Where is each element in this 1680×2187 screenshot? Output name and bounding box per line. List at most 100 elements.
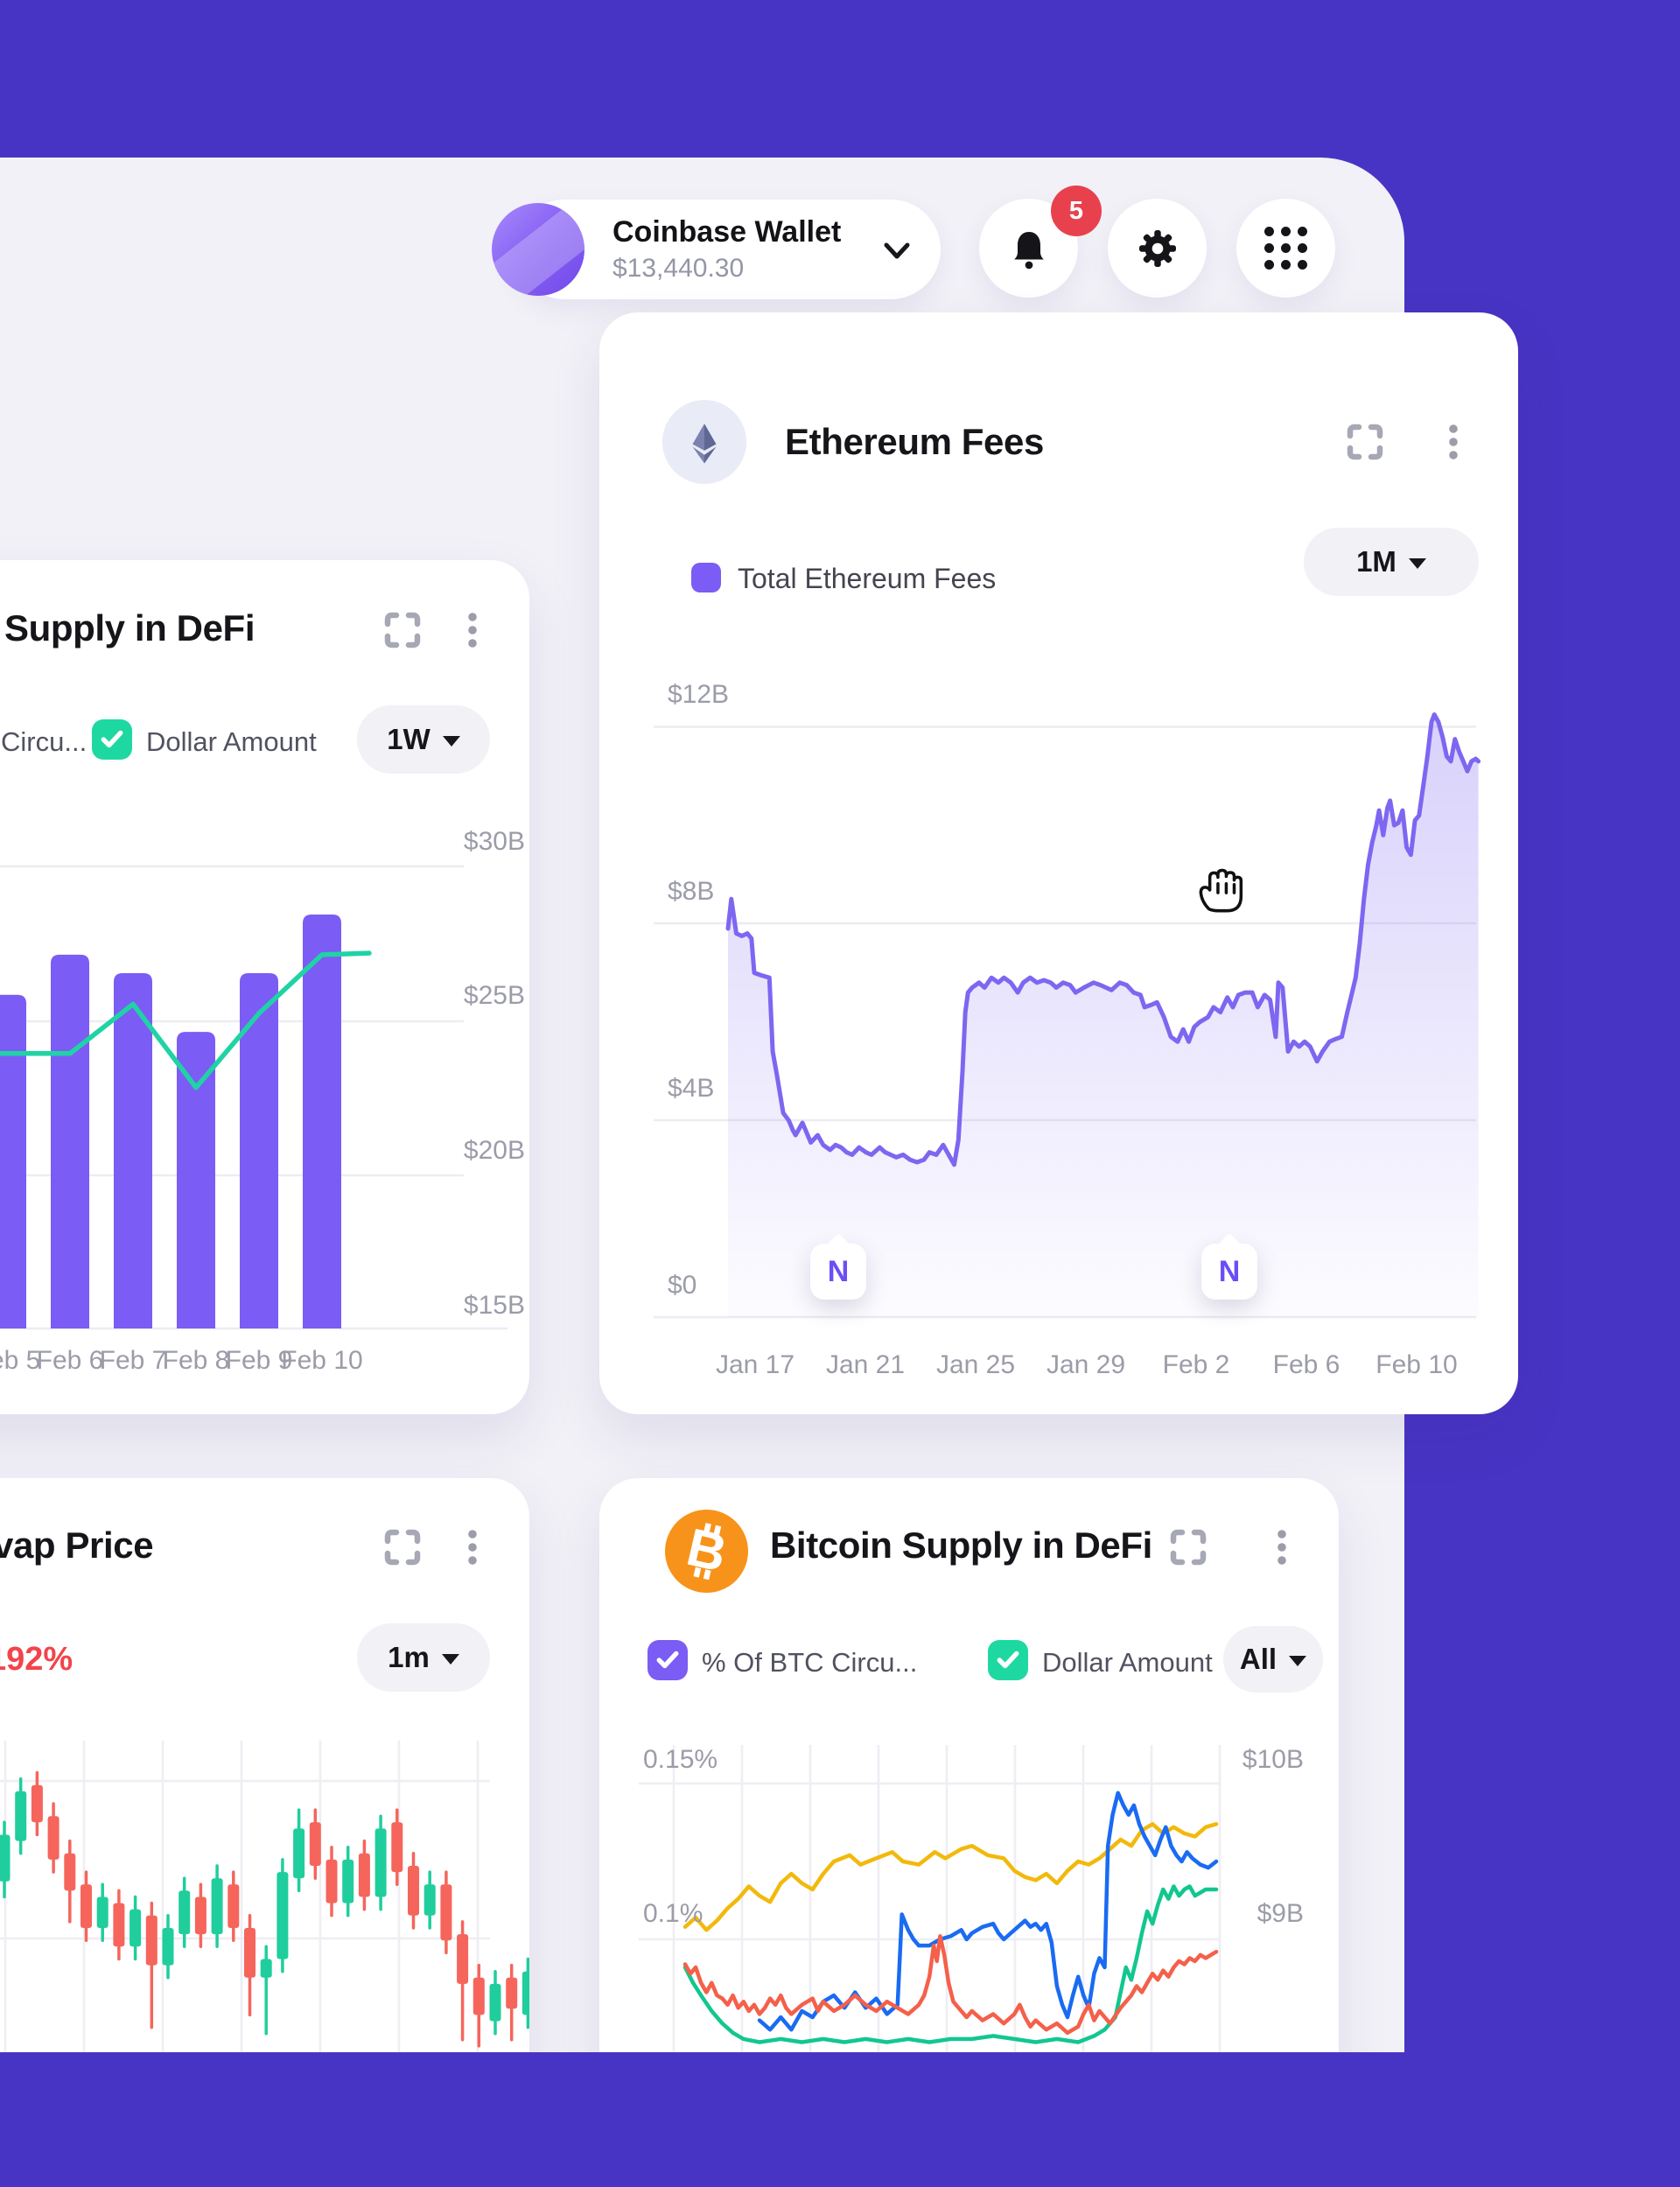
series-toggle-label[interactable]: Circu... <box>1 726 88 757</box>
expand-icon <box>1170 1529 1207 1566</box>
card-swap-price: vap Price 192% 1m <box>0 1478 529 2052</box>
card-title: Ethereum Fees <box>785 421 1044 462</box>
timeframe-dropdown[interactable]: 1m <box>357 1623 490 1692</box>
expand-button[interactable] <box>1167 1526 1209 1568</box>
kebab-icon <box>1449 424 1458 459</box>
card-title: Supply in DeFi <box>4 607 256 648</box>
expand-button[interactable] <box>1344 421 1386 463</box>
apps-menu-button[interactable] <box>1236 199 1335 298</box>
check-icon <box>101 730 123 748</box>
wallet-name: Coinbase Wallet <box>612 215 842 249</box>
timeframe-value: All <box>1239 1643 1278 1675</box>
news-annotation-marker[interactable]: N <box>1201 1244 1257 1300</box>
wallet-selector[interactable]: Coinbase Wallet $13,440.30 <box>492 200 941 299</box>
expand-icon <box>384 612 421 648</box>
check-icon <box>997 1651 1019 1669</box>
series-layer <box>0 914 372 1328</box>
caret-down-icon <box>1408 558 1426 569</box>
series-toggle-label[interactable]: Dollar Amount <box>1042 1647 1213 1678</box>
timeframe-value: 1W <box>387 723 430 755</box>
y-tick: $15B <box>463 1291 525 1320</box>
more-menu-button[interactable] <box>452 1526 494 1568</box>
legend-label: Total Ethereum Fees <box>738 563 997 594</box>
y-tick: $4B <box>668 1074 715 1103</box>
more-menu-button[interactable] <box>1261 1526 1303 1568</box>
grid-menu-icon <box>1264 227 1307 270</box>
card-bitcoin-supply-in-defi: B Bitcoin Supply in DeFi <box>599 1478 1339 2052</box>
x-tick: Jan 21 <box>825 1350 906 1379</box>
caret-down-icon <box>442 736 460 747</box>
x-tick: Feb 8 <box>162 1346 230 1375</box>
left-y-tick: 0.1% <box>643 1899 704 1928</box>
caret-down-icon <box>1289 1656 1307 1666</box>
card-ethereum-fees: Ethereum Fees Total Ethereum Fees 1M <box>599 312 1518 1414</box>
gridlines <box>639 1745 1222 2052</box>
timeframe-dropdown[interactable]: 1M <box>1304 528 1479 596</box>
timeframe-dropdown[interactable]: All <box>1223 1626 1323 1693</box>
notifications-button[interactable]: 5 <box>979 186 1102 298</box>
card-title: Bitcoin Supply in DeFi <box>770 1525 1152 1566</box>
x-tick: Feb 9 <box>225 1346 293 1375</box>
x-tick: Jan 17 <box>715 1350 795 1379</box>
x-tick: Feb 7 <box>99 1346 167 1375</box>
wallet-avatar <box>492 203 584 296</box>
btc-circulating-checkbox[interactable] <box>648 1640 688 1680</box>
eth-supply-chart[interactable] <box>0 560 529 1414</box>
news-annotation-marker[interactable]: N <box>810 1244 866 1300</box>
expand-icon <box>384 1529 421 1566</box>
dashboard-clip: Coinbase Wallet $13,440.30 5 <box>0 158 1680 2052</box>
y-tick: $0 <box>668 1271 697 1300</box>
x-tick: Jan 29 <box>1046 1350 1126 1379</box>
more-menu-button[interactable] <box>452 609 494 651</box>
bell-icon <box>1013 231 1044 269</box>
x-tick: Feb 10 <box>1376 1350 1458 1379</box>
ethereum-fees-chart[interactable] <box>599 312 1518 1414</box>
x-tick: Feb 6 <box>36 1346 104 1375</box>
x-tick: Feb 5 <box>0 1346 41 1375</box>
timeframe-dropdown[interactable]: 1W <box>357 705 490 774</box>
candles-layer <box>0 1770 529 2048</box>
gear-icon <box>1138 229 1176 267</box>
kebab-icon <box>1278 1530 1286 1565</box>
y-tick: $25B <box>463 981 525 1010</box>
x-tick: Jan 25 <box>935 1350 1016 1379</box>
timeframe-value: 1M <box>1356 545 1396 578</box>
x-tick: Feb 10 <box>281 1346 363 1375</box>
expand-icon <box>1347 424 1383 460</box>
dollar-amount-checkbox[interactable] <box>988 1640 1028 1680</box>
expand-button[interactable] <box>382 609 424 651</box>
price-change-value: 192% <box>0 1641 74 1678</box>
series-toggle-label[interactable]: Dollar Amount <box>146 726 317 757</box>
dollar-amount-checkbox[interactable] <box>92 719 132 760</box>
right-y-tick: $10B <box>1242 1745 1304 1774</box>
bitcoin-icon: B <box>665 1510 748 1593</box>
series-layer <box>682 1791 1219 2044</box>
expand-button[interactable] <box>382 1526 424 1568</box>
legend-swatch <box>691 563 721 592</box>
y-tick: $12B <box>668 680 730 709</box>
y-tick: $30B <box>463 827 525 856</box>
btc-supply-chart[interactable] <box>599 1478 1339 2052</box>
y-tick: $20B <box>463 1136 525 1165</box>
series-toggle-label[interactable]: % Of BTC Circu... <box>702 1647 918 1678</box>
card-eth-supply-in-defi: Supply in DeFi Circu... Dollar Amount 1W… <box>0 560 529 1414</box>
chevron-down-icon <box>884 242 910 259</box>
left-y-tick: 0.15% <box>643 1745 718 1774</box>
ethereum-icon <box>662 400 746 484</box>
caret-down-icon <box>441 1654 459 1665</box>
price-candlestick-chart[interactable] <box>0 1478 529 2052</box>
wallet-balance: $13,440.30 <box>612 254 745 283</box>
kebab-icon <box>468 613 477 648</box>
x-tick: Feb 2 <box>1162 1350 1230 1379</box>
settings-button[interactable] <box>1108 199 1207 298</box>
timeframe-value: 1m <box>388 1641 430 1673</box>
y-tick: $8B <box>668 877 715 906</box>
series-layer <box>725 712 1481 1317</box>
more-menu-button[interactable] <box>1432 421 1474 463</box>
check-icon <box>656 1651 679 1669</box>
x-tick: Feb 6 <box>1272 1350 1340 1379</box>
kebab-icon <box>468 1530 477 1565</box>
card-title: vap Price <box>0 1525 154 1566</box>
right-y-tick: $9B <box>1256 1899 1304 1928</box>
notification-badge: 5 <box>1051 186 1102 236</box>
